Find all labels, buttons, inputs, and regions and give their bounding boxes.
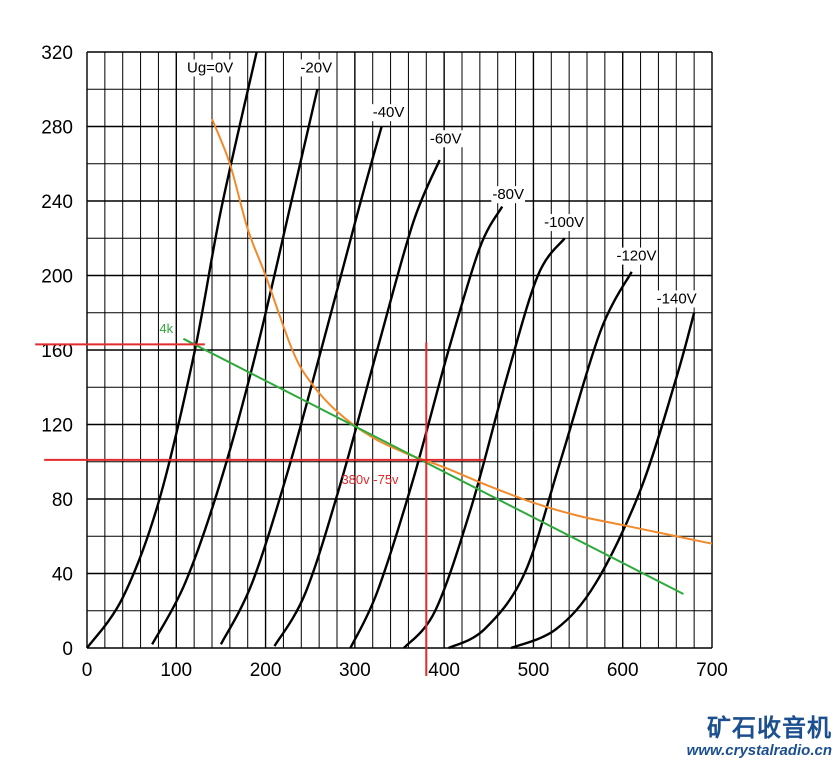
overlay-line [182, 337, 684, 595]
curve-label-text: -140V [657, 290, 697, 307]
curve-label-bg [615, 247, 658, 265]
overlay-line [211, 118, 713, 545]
curve-labels: Ug=0V -20V -40V -60V -80V -100V -120V -140V [186, 59, 698, 308]
y-tick-label: 320 [41, 43, 73, 64]
annotation: 380v -75v [341, 472, 399, 487]
x-tick-label: 300 [339, 660, 371, 681]
plate-curve [448, 271, 633, 650]
y-tick-label: 160 [41, 341, 73, 362]
curve-label-text: -100V [544, 214, 584, 231]
curve-label-text: -80V [492, 186, 524, 203]
curve-label-text: -60V [430, 130, 462, 147]
y-tick-label: 40 [52, 565, 73, 586]
curve-label-bg [371, 104, 406, 122]
overlay-label: 4k [159, 321, 173, 336]
curve-label-bg [428, 130, 463, 148]
curve-label: -80V [491, 186, 526, 204]
curve-label: -100V [543, 214, 586, 232]
y-tick-label: 240 [41, 192, 73, 213]
x-tick-label: 700 [696, 660, 728, 681]
overlay-lines: 4k 380v -75v [35, 118, 713, 676]
plate-curve [151, 88, 319, 645]
curve-label: -20V [299, 59, 334, 77]
x-tick-label: 400 [428, 660, 460, 681]
plate-curve [510, 312, 696, 650]
curve-label-bg [186, 59, 235, 77]
x-tick-label: 0 [82, 660, 93, 681]
curve-label: -140V [655, 290, 698, 308]
y-tick-label: 80 [52, 490, 73, 511]
curve-label-text: Ug=0V [187, 59, 233, 76]
plate-curve [403, 237, 566, 649]
watermark-title: 矿石收音机 [707, 714, 832, 742]
plate-curve [219, 126, 383, 645]
x-tick-label: 500 [518, 660, 550, 681]
grid [86, 51, 713, 649]
plate-curve [86, 51, 258, 649]
curve-label: Ug=0V [186, 59, 235, 77]
curve-label: -40V [371, 104, 406, 122]
curve-label: -120V [615, 247, 658, 265]
watermark: 矿石收音机 www.crystalradio.cn [687, 714, 832, 760]
curve-label-text: -40V [373, 104, 405, 121]
plate-curve [349, 205, 504, 649]
plate-curve [273, 159, 441, 647]
x-tick-label: 600 [607, 660, 639, 681]
watermark-url: www.crystalradio.cn [686, 742, 832, 759]
curve-label-bg [543, 214, 586, 232]
plate-curves [86, 51, 696, 650]
curve-label-text: -120V [616, 248, 656, 265]
x-tick-label: 100 [160, 660, 192, 681]
curve-label-bg [299, 59, 334, 77]
y-tick-label: 0 [62, 639, 73, 660]
y-tick-label: 200 [41, 267, 73, 288]
curve-label-text: -20V [300, 59, 332, 76]
y-tick-label: 280 [41, 118, 73, 139]
x-tick-label: 200 [250, 660, 282, 681]
curve-label-bg [491, 186, 526, 204]
curve-label-bg [655, 290, 698, 308]
axis-tick-labels: 0 100 200 300 400 500 600 700 0 40 80 120 160 200 240 2… [41, 43, 728, 681]
y-tick-label: 120 [41, 416, 73, 437]
curve-label: -60V [428, 130, 463, 148]
